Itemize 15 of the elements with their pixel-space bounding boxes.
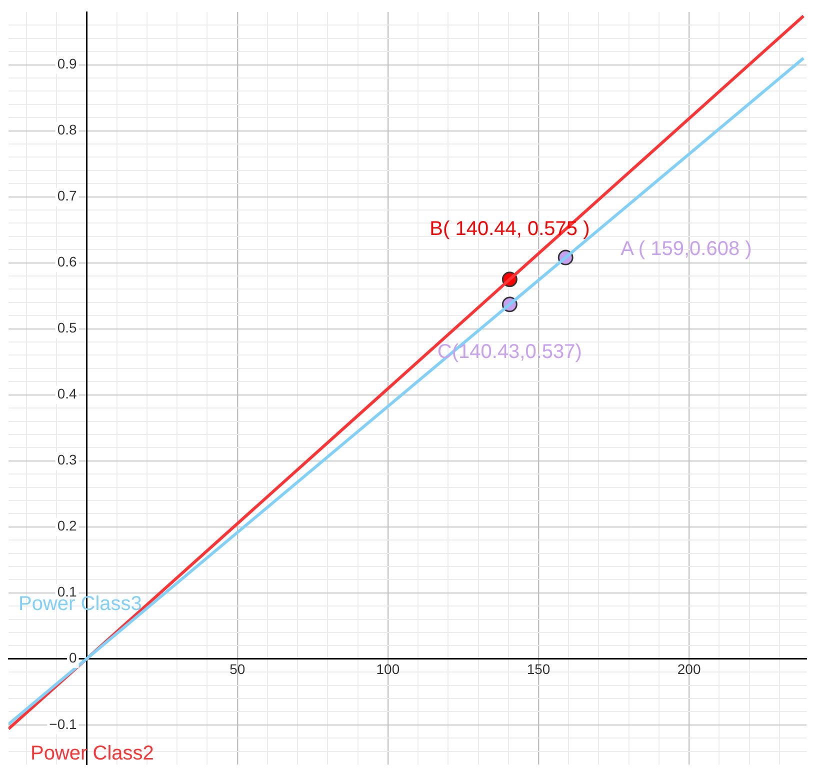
x-tick-label: 200 bbox=[677, 661, 701, 678]
x-tick-label: 150 bbox=[526, 661, 550, 678]
y-tick-label: 0.6 bbox=[57, 254, 77, 270]
y-tick-label: 0.5 bbox=[57, 320, 77, 336]
y-tick-label: 0.8 bbox=[57, 122, 77, 138]
x-tick-label: 100 bbox=[376, 661, 400, 678]
y-tick-label: 0 bbox=[68, 650, 77, 666]
annotation: A ( 159,0.608 ) bbox=[620, 238, 752, 260]
y-tick-label: 0.4 bbox=[57, 386, 77, 402]
y-tick-label: 0.3 bbox=[57, 452, 77, 468]
y-tick-label: 0.7 bbox=[57, 188, 77, 204]
y-tick-label: 0.2 bbox=[57, 518, 77, 534]
y-tick-label: −0.1 bbox=[49, 716, 78, 732]
x-tick-label: 50 bbox=[230, 661, 246, 678]
y-tick-label: 0.9 bbox=[57, 56, 77, 72]
